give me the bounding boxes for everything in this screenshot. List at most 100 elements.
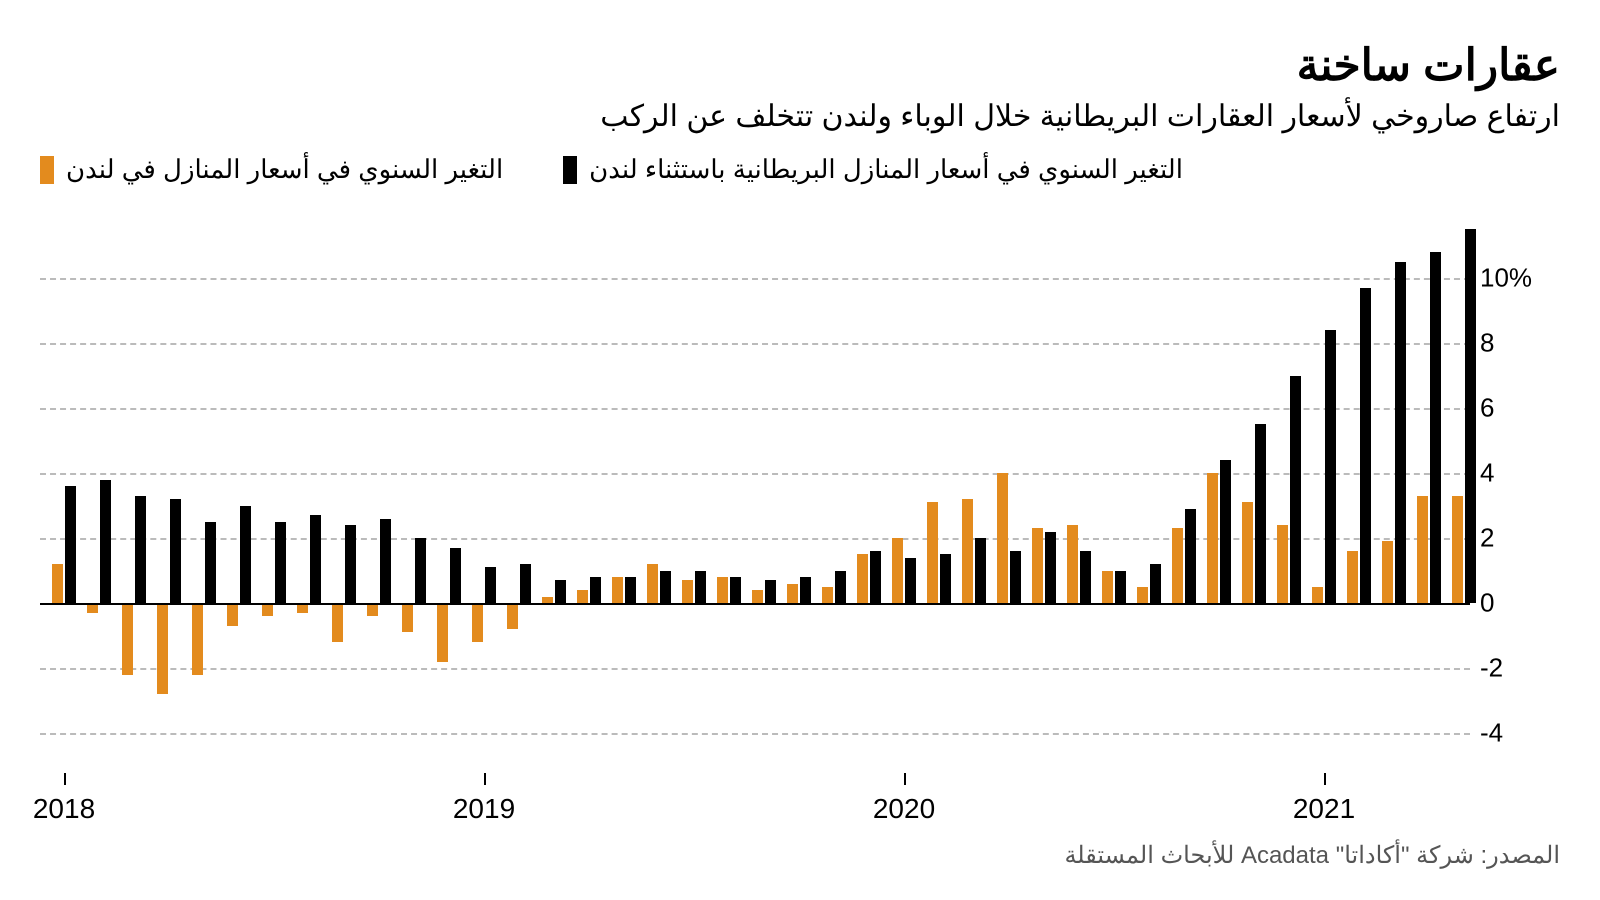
bar-ex-london <box>275 522 286 603</box>
bar-london <box>332 603 343 642</box>
bar-ex-london <box>1115 571 1126 604</box>
bar-london <box>1172 528 1183 603</box>
bar-london <box>1312 587 1323 603</box>
bar-london <box>1452 496 1463 603</box>
x-tick <box>1324 773 1326 785</box>
bar-london <box>822 587 833 603</box>
bar-ex-london <box>800 577 811 603</box>
bar-london <box>647 564 658 603</box>
bar-london <box>717 577 728 603</box>
bar-london <box>1382 541 1393 603</box>
bar-ex-london <box>765 580 776 603</box>
y-axis-label: 8 <box>1480 328 1550 359</box>
chart: -4-20246810% 2018201920202021 <box>40 213 1560 773</box>
bar-ex-london <box>135 496 146 603</box>
bar-ex-london <box>1325 330 1336 603</box>
bar-london <box>1417 496 1428 603</box>
bar-ex-london <box>450 548 461 603</box>
baseline <box>40 603 1470 605</box>
bar-london <box>892 538 903 603</box>
y-axis-label: 10% <box>1480 263 1550 294</box>
y-axis-label: 4 <box>1480 458 1550 489</box>
bar-london <box>577 590 588 603</box>
y-axis-label: 0 <box>1480 588 1550 619</box>
bar-london <box>472 603 483 642</box>
bar-london <box>122 603 133 675</box>
bar-london <box>927 502 938 603</box>
bar-ex-london <box>415 538 426 603</box>
bar-london <box>437 603 448 662</box>
y-axis-label: 6 <box>1480 393 1550 424</box>
bar-ex-london <box>1010 551 1021 603</box>
y-axis-label: 2 <box>1480 523 1550 554</box>
bar-london <box>402 603 413 632</box>
bar-ex-london <box>1185 509 1196 603</box>
bar-ex-london <box>695 571 706 604</box>
bar-ex-london <box>625 577 636 603</box>
x-tick <box>64 773 66 785</box>
legend: التغير السنوي في أسعار المنازل في لندن ا… <box>40 154 1560 185</box>
legend-label-london: التغير السنوي في أسعار المنازل في لندن <box>66 154 503 185</box>
bar-london <box>192 603 203 675</box>
bar-ex-london <box>1430 252 1441 603</box>
bar-ex-london <box>1150 564 1161 603</box>
bar-ex-london <box>870 551 881 603</box>
bar-london <box>227 603 238 626</box>
bar-london <box>1242 502 1253 603</box>
bars-layer <box>40 213 1470 733</box>
bar-ex-london <box>905 558 916 604</box>
legend-swatch-ex-london <box>563 156 577 184</box>
bar-ex-london <box>345 525 356 603</box>
bar-london <box>997 473 1008 603</box>
bar-ex-london <box>835 571 846 604</box>
bar-ex-london <box>730 577 741 603</box>
bar-ex-london <box>1220 460 1231 603</box>
bar-london <box>1347 551 1358 603</box>
bar-ex-london <box>170 499 181 603</box>
bar-ex-london <box>65 486 76 603</box>
bar-london <box>1032 528 1043 603</box>
bar-ex-london <box>590 577 601 603</box>
bar-london <box>787 584 798 604</box>
bar-ex-london <box>520 564 531 603</box>
x-axis-label: 2020 <box>873 793 935 825</box>
bar-ex-london <box>205 522 216 603</box>
bar-ex-london <box>485 567 496 603</box>
bar-london <box>857 554 868 603</box>
x-axis-label: 2018 <box>33 793 95 825</box>
bar-ex-london <box>240 506 251 604</box>
y-axis-label: -4 <box>1480 718 1550 749</box>
bar-ex-london <box>1080 551 1091 603</box>
bar-ex-london <box>975 538 986 603</box>
bar-london <box>752 590 763 603</box>
bar-london <box>157 603 168 694</box>
chart-subtitle: ارتفاع صاروخي لأسعار العقارات البريطانية… <box>40 99 1560 134</box>
chart-title: عقارات ساخنة <box>40 40 1560 91</box>
plot-area: -4-20246810% <box>40 213 1470 733</box>
bar-london <box>1277 525 1288 603</box>
bar-london <box>962 499 973 603</box>
legend-item-ex-london: التغير السنوي في أسعار المنازل البريطاني… <box>563 154 1183 185</box>
bar-ex-london <box>380 519 391 604</box>
bar-ex-london <box>1290 376 1301 604</box>
y-axis-label: -2 <box>1480 653 1550 684</box>
gridline <box>40 733 1470 735</box>
bar-ex-london <box>555 580 566 603</box>
x-axis-label: 2019 <box>453 793 515 825</box>
bar-ex-london <box>310 515 321 603</box>
bar-london <box>1102 571 1113 604</box>
bar-ex-london <box>1360 288 1371 603</box>
bar-ex-london <box>1045 532 1056 604</box>
x-axis: 2018201920202021 <box>40 785 1470 825</box>
bar-ex-london <box>940 554 951 603</box>
bar-london <box>682 580 693 603</box>
bar-ex-london <box>660 571 671 604</box>
x-tick <box>484 773 486 785</box>
bar-london <box>1067 525 1078 603</box>
x-axis-label: 2021 <box>1293 793 1355 825</box>
legend-label-ex-london: التغير السنوي في أسعار المنازل البريطاني… <box>589 154 1183 185</box>
bar-london <box>1137 587 1148 603</box>
bar-ex-london <box>1255 424 1266 603</box>
bar-ex-london <box>1395 262 1406 603</box>
x-tick <box>904 773 906 785</box>
